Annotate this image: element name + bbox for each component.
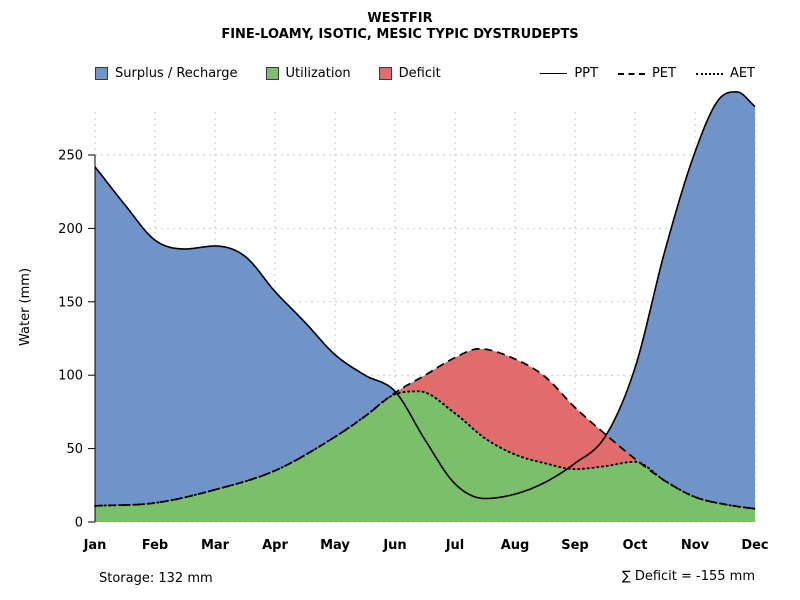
deficit-swatch <box>378 67 392 80</box>
dotted-line-sample <box>695 72 723 75</box>
legend-item-pet: PET <box>617 66 676 81</box>
svg-text:200: 200 <box>58 222 83 237</box>
svg-text:Mar: Mar <box>201 538 230 553</box>
svg-text:Jul: Jul <box>445 538 465 553</box>
svg-text:Apr: Apr <box>262 538 288 553</box>
legend-label-deficit: Deficit <box>398 66 441 81</box>
storage-annotation: Storage: 132 mm <box>99 571 213 586</box>
chart-subtitle: FINE-LOAMY, ISOTIC, MESIC TYPIC DYSTRUDE… <box>221 27 579 42</box>
legend-label-aet: AET <box>729 66 755 81</box>
legend-item-surplus: Surplus / Recharge <box>95 66 238 81</box>
chart-legend: Surplus / Recharge Utilization Deficit PPT… <box>95 66 755 81</box>
deficit-sum-annotation: ∑ Deficit = -155 mm <box>621 569 755 584</box>
legend-label-ppt: PPT <box>574 66 598 81</box>
legend-label-surplus: Surplus / Recharge <box>115 66 238 81</box>
svg-text:150: 150 <box>58 295 83 310</box>
surplus-swatch <box>95 67 108 80</box>
legend-item-aet: AET <box>695 66 755 81</box>
svg-text:Nov: Nov <box>681 538 710 553</box>
svg-text:Jan: Jan <box>83 538 107 553</box>
legend-line-group: PPT PET AET <box>540 66 755 81</box>
svg-text:100: 100 <box>58 369 83 384</box>
svg-text:Aug: Aug <box>501 538 530 553</box>
svg-text:Feb: Feb <box>142 538 168 553</box>
svg-text:250: 250 <box>58 149 83 164</box>
svg-text:Oct: Oct <box>623 538 648 553</box>
legend-area-group: Surplus / Recharge Utilization Deficit <box>95 66 441 81</box>
legend-label-pet: PET <box>651 66 676 81</box>
svg-text:Jun: Jun <box>382 538 406 553</box>
legend-item-utilization: Utilization <box>265 66 351 81</box>
dashed-line-sample <box>617 72 645 75</box>
svg-text:50: 50 <box>66 442 83 457</box>
chart-title: WESTFIR <box>367 11 433 26</box>
solid-line-sample <box>540 73 568 74</box>
svg-text:Dec: Dec <box>741 538 768 553</box>
legend-item-deficit: Deficit <box>378 66 441 81</box>
svg-text:Sep: Sep <box>561 538 589 553</box>
svg-text:0: 0 <box>75 516 83 531</box>
utilization-swatch <box>265 67 279 80</box>
legend-item-ppt: PPT <box>540 66 598 81</box>
svg-text:May: May <box>320 538 350 553</box>
legend-label-utilization: Utilization <box>285 66 351 81</box>
y-axis-title: Water (mm) <box>18 267 33 346</box>
